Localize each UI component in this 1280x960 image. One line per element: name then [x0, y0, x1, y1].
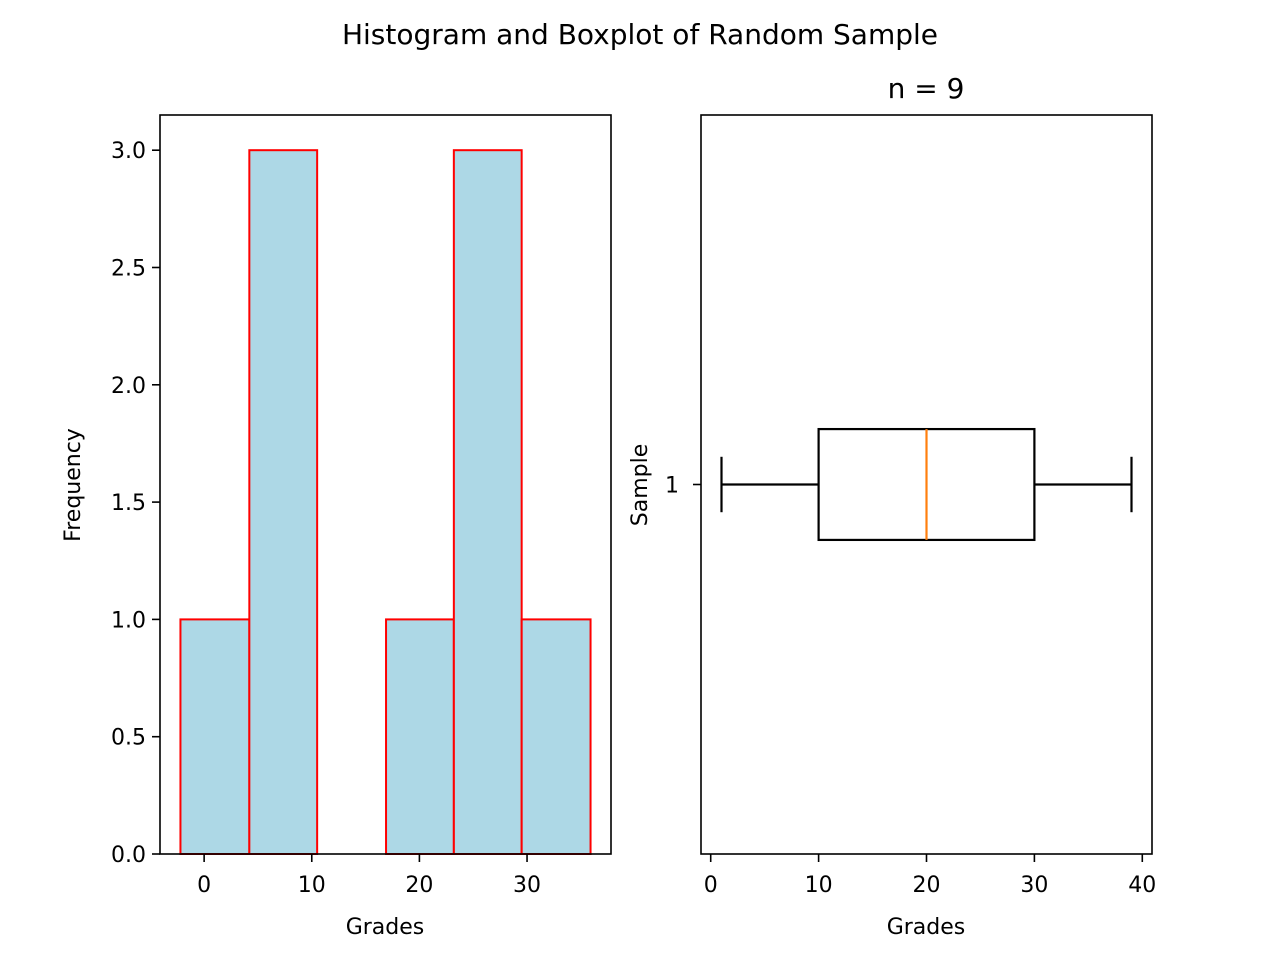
histogram-bar: [385, 618, 455, 856]
x-tick-label: 40: [1128, 873, 1156, 898]
histogram-bar: [520, 618, 592, 856]
histogram-y-ticks: 0.0 0.5 1.0 1.5 2.0 2.5 3.0: [111, 139, 160, 868]
x-tick-label: 10: [805, 873, 833, 898]
y-tick-label: 1: [665, 474, 679, 499]
histogram-x-ticks: 0 10 20 30: [197, 854, 541, 898]
y-tick-label: 2.5: [111, 256, 146, 281]
y-tick-label: 1.0: [111, 608, 146, 633]
x-tick-label: 20: [405, 873, 433, 898]
boxplot-elements: [720, 427, 1133, 542]
x-tick-label: 0: [197, 873, 211, 898]
histogram-axes: 0 10 20 30 0.0 0.5 1.0 1.5 2.0 2.5 3.0 Grades Fre…: [61, 114, 612, 940]
histogram-bar: [452, 149, 523, 855]
y-tick-label: 0.0: [111, 843, 146, 868]
histogram-bars: [179, 149, 592, 856]
x-tick-label: 20: [913, 873, 941, 898]
boxplot-axes: n = 9 0 10 20 30 40 1 Grades Sample: [628, 72, 1156, 940]
x-tick-label: 0: [704, 873, 718, 898]
x-tick-label: 30: [513, 873, 541, 898]
y-tick-label: 0.5: [111, 726, 146, 751]
x-tick-label: 30: [1020, 873, 1048, 898]
x-tick-label: 10: [298, 873, 326, 898]
boxplot-x-ticks: 0 10 20 30 40: [704, 854, 1156, 898]
boxplot-x-axis-label: Grades: [887, 915, 966, 940]
boxplot-frame: [700, 114, 1153, 855]
y-tick-label: 1.5: [111, 491, 146, 516]
figure-title: Histogram and Boxplot of Random Sample: [342, 18, 938, 51]
histogram-frame: [159, 114, 612, 855]
y-tick-label: 3.0: [111, 139, 146, 164]
boxplot-title: n = 9: [888, 72, 965, 105]
histogram-bar: [248, 149, 319, 855]
histogram-x-axis-label: Grades: [346, 915, 425, 940]
histogram-y-axis-label: Frequency: [61, 428, 86, 542]
boxplot-y-ticks: 1: [665, 474, 701, 499]
boxplot-y-axis-label: Sample: [628, 444, 653, 527]
y-tick-label: 2.0: [111, 374, 146, 399]
histogram-bar: [179, 618, 251, 856]
